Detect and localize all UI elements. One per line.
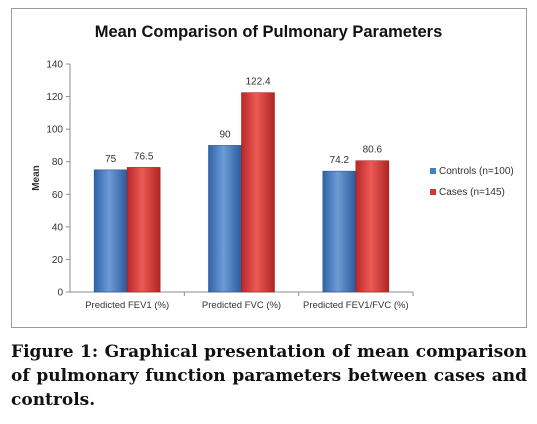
bar-cases [241, 92, 275, 293]
legend-label: Controls (n=100) [439, 166, 514, 177]
y-axis-label: Mean [31, 165, 42, 191]
y-tick-label: 0 [57, 288, 63, 299]
legend-swatch [430, 168, 436, 174]
y-tick-label: 100 [46, 125, 63, 136]
legend-label: Cases (n=145) [439, 187, 505, 198]
data-label: 80.6 [363, 145, 383, 156]
x-category-label: Predicted FEV1/FVC (%) [303, 300, 409, 311]
x-category-label: Predicted FVC (%) [202, 300, 281, 311]
bar-controls [208, 145, 242, 293]
y-tick-label: 40 [52, 222, 64, 233]
legend-swatch [430, 189, 436, 195]
figure-caption: Figure 1: Graphical presentation of mean… [11, 342, 527, 410]
chart-title: Mean Comparison of Pulmonary Parameters [94, 23, 443, 41]
data-label: 90 [219, 129, 231, 140]
bar-controls [93, 169, 128, 293]
bar-cases [126, 167, 161, 293]
bar-cases [355, 160, 390, 293]
data-label: 75 [105, 154, 117, 165]
y-tick-label: 80 [52, 157, 64, 168]
data-label: 74.2 [330, 155, 350, 166]
data-label: 122.4 [245, 77, 270, 88]
data-label: 76.5 [134, 151, 154, 162]
y-tick-label: 60 [52, 190, 64, 201]
y-tick-label: 20 [52, 255, 64, 266]
y-tick-label: 120 [46, 92, 63, 103]
bar-controls [322, 170, 357, 293]
x-category-label: Predicted FEV1 (%) [85, 300, 169, 311]
y-tick-label: 140 [46, 60, 63, 71]
